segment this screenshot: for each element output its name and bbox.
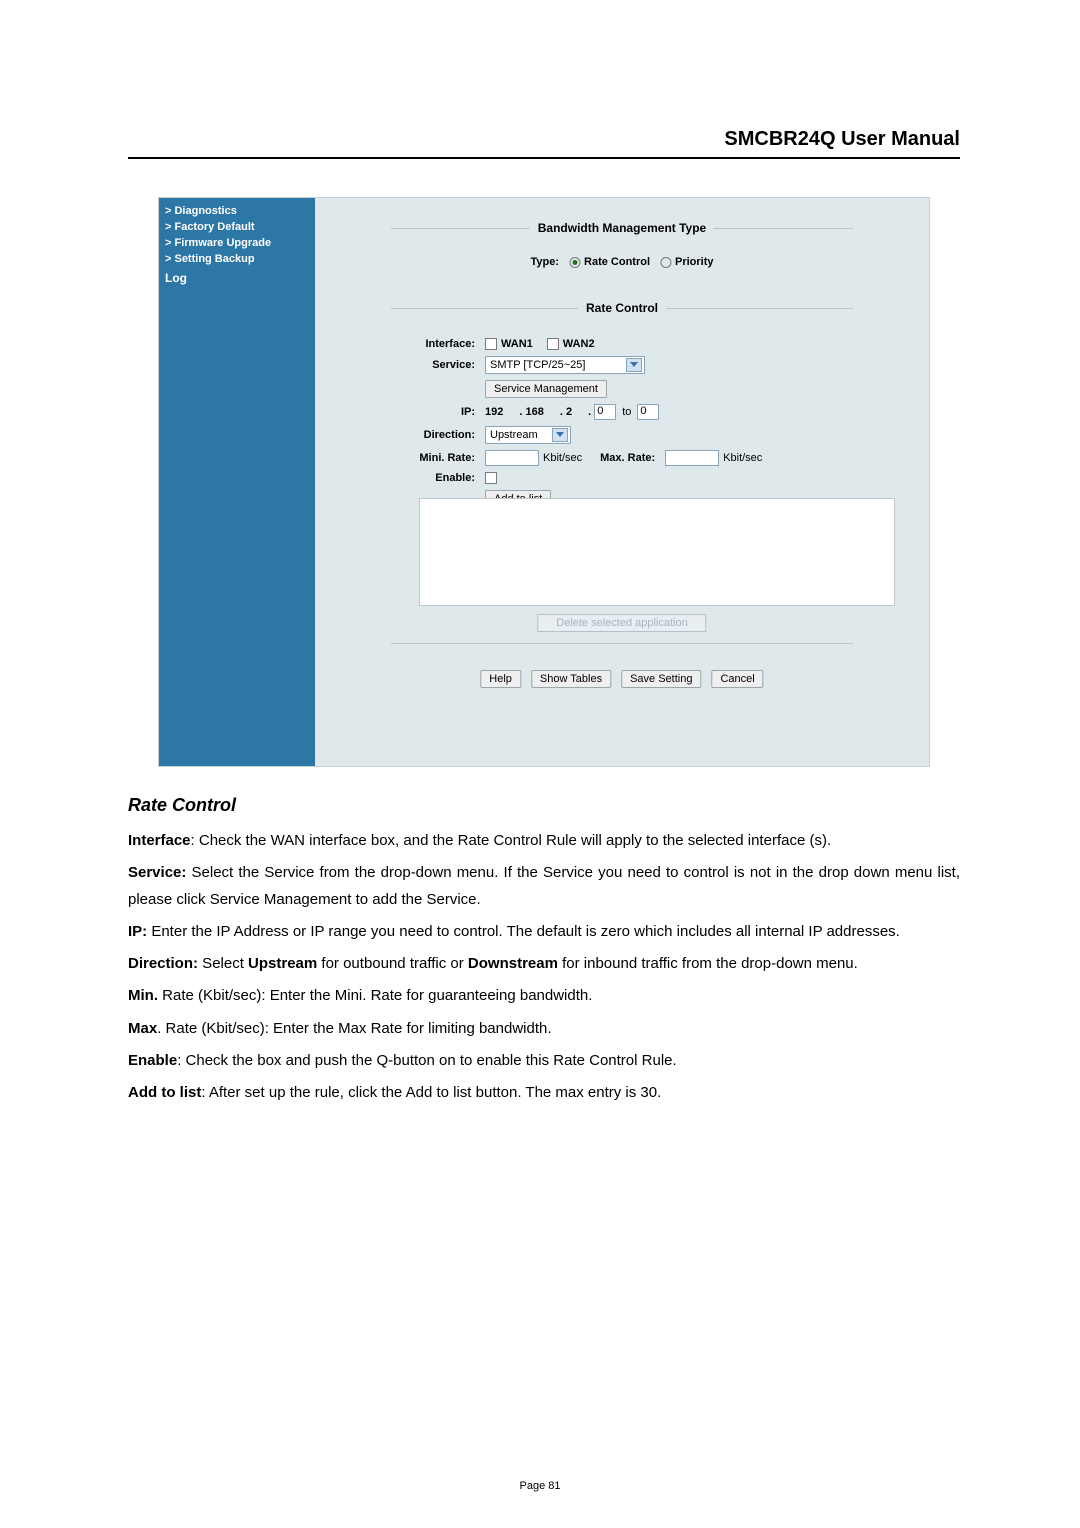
term-interface: Interface (128, 832, 191, 849)
ip-range-end-input[interactable]: 0 (637, 404, 659, 420)
screenshot: > Diagnostics > Factory Default > Firmwa… (158, 197, 930, 767)
type-row: Type: Rate Control Priority (530, 256, 713, 268)
max-rate-unit: Kbit/sec (723, 452, 762, 464)
sidebar-item-firmware-upgrade[interactable]: > Firmware Upgrade (165, 236, 315, 252)
term-ip: IP: (128, 923, 147, 940)
label-maxrate: Max. Rate: (600, 452, 655, 464)
sidebar-item-diagnostics[interactable]: > Diagnostics (165, 204, 315, 220)
service-value: SMTP [TCP/25~25] (490, 359, 585, 371)
page-number: Page 81 (520, 1480, 561, 1492)
cancel-button[interactable]: Cancel (711, 670, 763, 688)
label-enable: Enable: (377, 472, 485, 484)
min-rate-input[interactable] (485, 450, 539, 466)
chevron-down-icon (626, 358, 642, 372)
show-tables-button[interactable]: Show Tables (531, 670, 611, 688)
opt-priority: Priority (675, 256, 714, 268)
sidebar-item-log[interactable]: Log (165, 270, 315, 287)
checkbox-wan1[interactable] (485, 338, 497, 350)
delete-selected-button[interactable]: Delete selected application (537, 614, 706, 632)
term-direction: Direction: (128, 955, 198, 972)
checkbox-wan2[interactable] (547, 338, 559, 350)
doc-heading: Rate Control (128, 795, 960, 816)
service-management-button[interactable]: Service Management (485, 380, 607, 398)
direction-dropdown[interactable]: Upstream (485, 426, 571, 444)
rule-listbox[interactable] (419, 498, 895, 606)
direction-value: Upstream (490, 429, 538, 441)
rate-control-form: Interface: WAN1 WAN2 Service: SMTP [TCP/… (377, 338, 867, 514)
footer-buttons: Help Show Tables Save Setting Cancel (480, 670, 763, 688)
doc-text: Rate Control Interface: Check the WAN in… (128, 795, 960, 1106)
label-minrate: Mini. Rate: (377, 452, 485, 464)
ip-to: to (622, 406, 631, 418)
ip-oct1: 192 (485, 406, 503, 418)
help-button[interactable]: Help (480, 670, 521, 688)
save-setting-button[interactable]: Save Setting (621, 670, 701, 688)
sidebar: > Diagnostics > Factory Default > Firmwa… (159, 198, 315, 766)
label-direction: Direction: (377, 429, 485, 441)
opt-rate-control: Rate Control (584, 256, 650, 268)
manual-title: SMCBR24Q User Manual (128, 128, 960, 159)
max-rate-input[interactable] (665, 450, 719, 466)
wan1-label: WAN1 (501, 338, 533, 350)
ip-oct2: 168 (525, 406, 543, 418)
bandwidth-management-title: Bandwidth Management Type (530, 221, 714, 235)
ip-oct4-input[interactable]: 0 (594, 404, 616, 420)
term-enable: Enable (128, 1052, 177, 1069)
term-min: Min. (128, 987, 158, 1004)
ip-oct3: 2 (566, 406, 572, 418)
term-max: Max (128, 1020, 157, 1037)
radio-rate-control[interactable] (569, 257, 580, 268)
term-service: Service: (128, 864, 186, 881)
label-ip: IP: (377, 406, 485, 418)
label-interface: Interface: (377, 338, 485, 350)
sidebar-item-setting-backup[interactable]: > Setting Backup (165, 252, 315, 268)
sidebar-item-factory-default[interactable]: > Factory Default (165, 220, 315, 236)
wan2-label: WAN2 (563, 338, 595, 350)
rate-control-title: Rate Control (578, 301, 666, 315)
checkbox-enable[interactable] (485, 472, 497, 484)
service-dropdown[interactable]: SMTP [TCP/25~25] (485, 356, 645, 374)
radio-priority[interactable] (660, 257, 671, 268)
chevron-down-icon (552, 428, 568, 442)
term-add-to-list: Add to list (128, 1084, 201, 1101)
min-rate-unit: Kbit/sec (543, 452, 582, 464)
main-panel: Bandwidth Management Type Type: Rate Con… (315, 198, 929, 766)
label-service: Service: (377, 359, 485, 371)
type-label: Type: (530, 256, 559, 268)
